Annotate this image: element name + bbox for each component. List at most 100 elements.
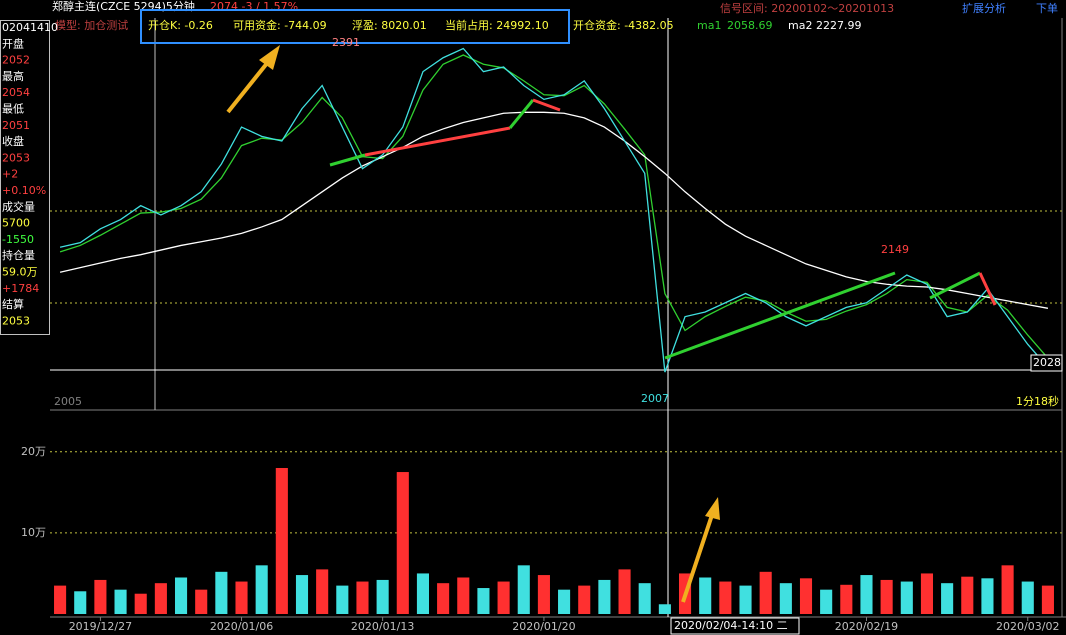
floating-profit: 浮盈: 8020.01: [352, 19, 427, 32]
side-item: 收盘: [2, 134, 24, 148]
side-item: +0.10%: [2, 184, 46, 197]
ma2-value: 2227.99: [816, 19, 862, 32]
occupied: 当前占用: 24992.10: [445, 18, 549, 32]
volume-bar: [638, 583, 651, 614]
volume-bar: [840, 584, 853, 614]
volume-bar: [437, 583, 450, 614]
arrow-head: [259, 45, 280, 70]
arrows: [226, 45, 720, 603]
volume-bar: [739, 585, 752, 614]
cursor-time-box: [670, 617, 800, 635]
volume-bar: [114, 589, 127, 614]
volume-bar: [759, 571, 772, 614]
last-price: 2028: [1033, 356, 1061, 369]
side-item: 成交量: [2, 199, 35, 213]
volume-bar: [961, 576, 974, 614]
signal-line: [364, 126, 511, 157]
x-tick-label: 2020/01/13: [351, 620, 414, 633]
signal-line: [664, 271, 896, 360]
side-item: 5700: [2, 217, 30, 230]
legend-ma2: ma2: [788, 19, 812, 32]
volume-bar: [376, 579, 389, 614]
volume-bar: [880, 579, 893, 614]
volume-bar: [255, 565, 268, 614]
side-item: 02041410: [2, 21, 58, 34]
symbol: 郑醇主连(CZCE 5294)5分钟: [52, 0, 195, 13]
menu-analysis[interactable]: 扩展分析: [962, 1, 1006, 15]
volume-bar: [860, 575, 873, 614]
volume-bar: [699, 577, 712, 614]
volume-bar: [920, 573, 934, 614]
volume-bar: [336, 585, 349, 614]
signal-line: [508, 99, 535, 129]
low-label: 2007: [641, 392, 669, 405]
volume-bar: [316, 569, 329, 614]
volume-bar: [900, 581, 913, 614]
volume-bar: [195, 589, 208, 614]
volume-bar: [295, 575, 309, 614]
open-k: 开仓K: -0.26: [148, 18, 213, 32]
side-item: 2051: [2, 119, 30, 132]
side-item: 2052: [2, 54, 30, 67]
ma-line: [59, 54, 1049, 359]
volume-bar: [558, 589, 571, 614]
arrow: [226, 60, 270, 114]
side-item: 最低: [2, 103, 24, 116]
volume-bar: [457, 577, 470, 614]
side-item: 2053: [2, 314, 30, 327]
volume-bar: [275, 467, 288, 614]
side-item: 2053: [2, 151, 30, 164]
y-tick-label: 20万: [21, 445, 46, 458]
x-tick-label: 2020/03/02: [996, 620, 1059, 633]
volume-bar: [537, 575, 550, 614]
plot-area: [50, 47, 1062, 614]
signal-line: [978, 272, 997, 306]
volume-bar: [497, 581, 510, 614]
y-tick-label: 10万: [21, 526, 46, 539]
signal-range: 信号区间: 20200102～20201013: [720, 2, 894, 15]
timer: 1分18秒: [1016, 394, 1059, 408]
side-item: 59.0万: [2, 266, 38, 279]
volume-bar: [396, 472, 409, 614]
volume-bar: [779, 583, 792, 614]
signal-line: [532, 98, 561, 112]
menu-order[interactable]: 下单: [1036, 2, 1058, 15]
x-tick-label: 2020/01/20: [512, 620, 575, 633]
open-funds: 开仓资金: -4382.05: [573, 18, 674, 32]
volume-bar: [416, 573, 430, 614]
volume-bar: [517, 565, 530, 614]
side-item: -1550: [2, 233, 34, 246]
volume-bar: [134, 593, 147, 614]
arrow: [681, 514, 714, 603]
last-price-box: [1030, 354, 1063, 372]
volume-bar: [981, 578, 994, 614]
volume-bar: [719, 581, 732, 614]
volume-bar: [820, 589, 833, 614]
volume-bar: [54, 585, 67, 614]
side-item: +2: [2, 168, 18, 181]
volume-bar: [578, 585, 591, 614]
side-item: +1784: [2, 282, 39, 295]
volume-bar: [1021, 581, 1034, 614]
volume-bar: [74, 591, 87, 614]
corner-label: 2005: [54, 395, 82, 408]
side-item: 结算: [2, 297, 24, 311]
volume-bar: [1001, 565, 1014, 614]
model: 模型: 加仓测试: [55, 18, 128, 32]
volume-bar: [215, 571, 228, 614]
signal-line: [329, 153, 366, 167]
volume-bar: [174, 577, 188, 614]
side-item: 持仓量: [2, 248, 35, 262]
ma1-value: 2058.69: [727, 19, 773, 32]
volume-bar: [799, 578, 813, 614]
price-line: [59, 47, 1049, 373]
legend-ma1: ma1: [697, 19, 721, 32]
volume-bar: [658, 604, 671, 614]
x-tick-label: 2020/01/06: [210, 620, 273, 633]
cursor-time: 2020/02/04-14:10 二: [674, 619, 788, 632]
volume-bar: [1041, 585, 1054, 614]
volume-bar: [598, 579, 611, 614]
volume-bar: [356, 581, 369, 614]
